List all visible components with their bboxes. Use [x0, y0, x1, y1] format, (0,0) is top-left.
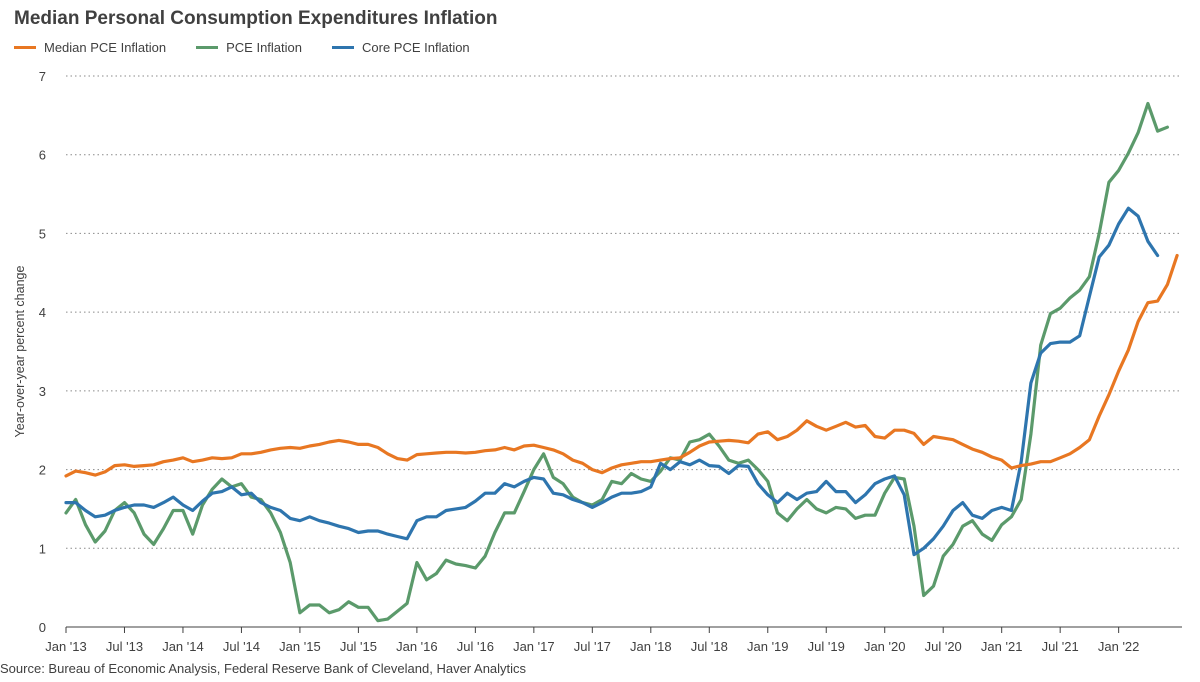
x-tick-label: Jan '19	[747, 639, 789, 654]
y-axis-title: Year-over-year percent change	[13, 266, 27, 438]
legend-item-core-pce: Core PCE Inflation	[332, 40, 470, 55]
x-tick-label: Jul '16	[457, 639, 494, 654]
median-pce-line	[64, 253, 1179, 478]
x-tick-label: Jul '21	[1042, 639, 1079, 654]
x-tick-label: Jan '18	[630, 639, 672, 654]
y-tick-label: 7	[39, 69, 46, 84]
y-tick-label: 3	[39, 384, 46, 399]
y-tick-label: 1	[39, 541, 46, 556]
y-tick-label: 0	[39, 620, 46, 635]
legend-item-median-pce: Median PCE Inflation	[14, 40, 166, 55]
chart-legend: Median PCE Inflation PCE Inflation Core …	[14, 40, 500, 55]
y-tick-label: 6	[39, 148, 46, 163]
x-tick-label: Jul '17	[574, 639, 611, 654]
x-tick-label: Jan '16	[396, 639, 438, 654]
source-note: Source: Bureau of Economic Analysis, Fed…	[0, 661, 527, 676]
legend-item-pce: PCE Inflation	[196, 40, 302, 55]
x-tick-label: Jul '13	[106, 639, 143, 654]
legend-swatch-core-pce	[332, 46, 354, 49]
pce-line	[64, 101, 1170, 623]
x-tick-label: Jan '15	[279, 639, 321, 654]
legend-label-pce: PCE Inflation	[226, 40, 302, 55]
core-pce-line	[64, 206, 1160, 557]
x-tick-label: Jan '20	[864, 639, 906, 654]
y-tick-label: 5	[39, 226, 46, 241]
x-tick-label: Jul '15	[340, 639, 377, 654]
x-tick-label: Jul '19	[808, 639, 845, 654]
x-tick-label: Jan '14	[162, 639, 204, 654]
x-tick-label: Jan '21	[981, 639, 1023, 654]
x-tick-label: Jan '17	[513, 639, 555, 654]
chart-title: Median Personal Consumption Expenditures…	[14, 8, 498, 29]
y-tick-label: 2	[39, 463, 46, 478]
x-tick-label: Jul '14	[223, 639, 260, 654]
legend-label-core-pce: Core PCE Inflation	[362, 40, 470, 55]
y-tick-label: 4	[39, 305, 46, 320]
legend-swatch-median-pce	[14, 46, 36, 49]
x-tick-label: Jul '18	[691, 639, 728, 654]
legend-label-median-pce: Median PCE Inflation	[44, 40, 167, 55]
x-tick-label: Jan '13	[45, 639, 87, 654]
x-tick-label: Jul '20	[925, 639, 962, 654]
legend-swatch-pce	[196, 46, 219, 49]
x-tick-label: Jan '22	[1098, 639, 1140, 654]
